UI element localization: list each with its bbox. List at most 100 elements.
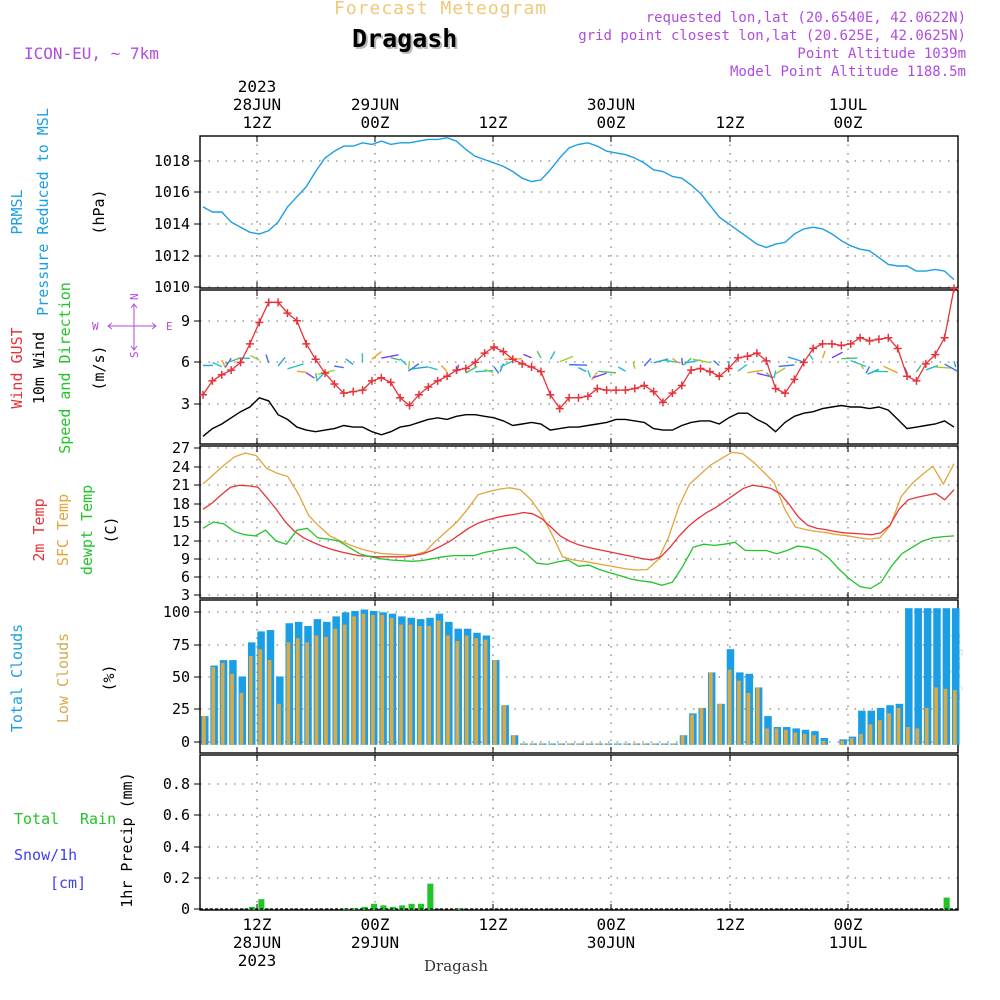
- gust-marker: [199, 390, 207, 399]
- y-tick-label: 100: [163, 603, 190, 621]
- y-tick-label: 1012: [154, 247, 190, 265]
- gust-marker: [818, 339, 827, 348]
- gust-marker: [658, 398, 667, 407]
- low-cloud-bar: [202, 716, 206, 745]
- gust-marker: [499, 347, 508, 356]
- compass-w: W: [92, 320, 99, 333]
- gust-marker: [856, 333, 865, 342]
- wind-arrow: [578, 367, 587, 373]
- gust-marker: [921, 359, 930, 368]
- compass-n: N: [128, 293, 141, 300]
- time-label-hour: 00Z: [597, 915, 626, 934]
- app-title: Forecast Meteogram: [334, 0, 548, 19]
- wind-arrow: [773, 370, 777, 378]
- time-label-hour: 00Z: [361, 113, 390, 132]
- gust-marker: [912, 376, 921, 385]
- gust-marker: [940, 333, 949, 342]
- low-cloud-bar: [661, 743, 666, 745]
- wind-arrow: [692, 358, 711, 364]
- low-cloud-bar: [821, 740, 826, 745]
- gust-marker: [799, 358, 808, 367]
- gust-marker: [903, 372, 912, 381]
- wind-arrow: [484, 368, 494, 374]
- low-cloud-bar: [718, 703, 723, 745]
- gust-marker: [696, 364, 705, 373]
- gust-marker: [827, 339, 836, 348]
- time-label-date: 29JUN: [351, 95, 399, 114]
- gust-marker: [349, 387, 358, 396]
- low-cloud-bar: [643, 743, 647, 745]
- wind-arrow: [265, 354, 270, 364]
- grid-point-coords: grid point closest lon,lat (20.625E, 42.…: [578, 28, 966, 44]
- gust-marker: [386, 378, 395, 387]
- pressure-unit-label: (hPa): [90, 189, 108, 234]
- low-cloud-bar: [239, 692, 244, 745]
- wind-arrow: [953, 361, 957, 368]
- y-tick-label: 0.4: [163, 838, 190, 856]
- low-cloud-bar: [474, 638, 478, 745]
- low-cloud-bar: [446, 635, 450, 745]
- wind-arrow: [778, 364, 795, 368]
- low-cloud-bar: [586, 743, 591, 745]
- gust-marker: [546, 390, 555, 399]
- y-tick-label: 27: [172, 439, 190, 457]
- time-label-date: 29JUN: [351, 933, 399, 952]
- gust-marker: [367, 376, 376, 385]
- total-cloud-bar: [858, 710, 866, 745]
- precip-unit-label: 1hr Precip (mm): [118, 772, 136, 907]
- wind-arrow: [737, 363, 748, 372]
- wind-arrow: [523, 353, 532, 359]
- y-tick-label: 0.6: [163, 806, 190, 824]
- pressure-label: Pressure Reduced to MSL: [34, 108, 52, 316]
- gust-marker: [583, 392, 592, 401]
- wind-arrow: [250, 354, 260, 361]
- snow-label: Snow/1h: [14, 846, 77, 864]
- low-cloud-bar: [408, 624, 413, 745]
- wind-arrow: [559, 355, 574, 363]
- low-cloud-bar: [812, 735, 816, 745]
- low-cloud-bar: [483, 639, 488, 745]
- low-cloud-bar: [746, 692, 751, 745]
- gust-marker: [612, 386, 621, 395]
- low-cloud-bar: [427, 625, 432, 745]
- time-label-hour: 00Z: [834, 915, 863, 934]
- total-cloud-bar: [942, 608, 951, 745]
- panel-wind: 3 6 9: [181, 289, 959, 445]
- gust-marker: [621, 386, 630, 395]
- panel-frame: [199, 754, 959, 911]
- wind-arrow: [549, 351, 556, 360]
- y-tick-label: 0: [181, 900, 190, 918]
- low-cloud-bar: [906, 727, 910, 745]
- time-label-hour: 00Z: [597, 113, 626, 132]
- y-tick-label: 3: [181, 395, 190, 413]
- time-label-hour: 12Z: [479, 915, 508, 934]
- gust-marker: [950, 284, 958, 293]
- low-cloud-bar: [211, 666, 216, 745]
- wind-arrow: [225, 357, 241, 365]
- time-label-hour: 12Z: [243, 915, 272, 934]
- low-cloud-bar: [370, 615, 375, 745]
- gust-marker: [752, 349, 761, 358]
- gust-marker: [734, 353, 743, 362]
- gust-marker: [743, 352, 752, 361]
- low-cloud-bar: [352, 616, 356, 745]
- pressure-line: [202, 136, 955, 281]
- low-cloud-bar: [624, 743, 629, 745]
- wind-arrow: [681, 357, 684, 366]
- wind-gust-markers: [199, 284, 958, 413]
- wind-speed-line: [202, 397, 955, 437]
- wind-arrow: [935, 366, 952, 369]
- low-cloud-bar: [596, 743, 601, 745]
- low-cloud-bar: [380, 615, 385, 745]
- compass-s: S: [128, 351, 141, 358]
- cloud-bars: [201, 608, 960, 745]
- gust-marker: [630, 384, 639, 393]
- dewpt-temp-line: [202, 521, 955, 590]
- low-cloud-bar: [267, 660, 272, 745]
- gust-marker: [490, 342, 499, 351]
- gust-marker: [668, 389, 677, 398]
- temp-2m-label: 2m Temp: [30, 498, 48, 561]
- low-cloud-bar: [924, 707, 929, 745]
- time-label-hour: 12Z: [716, 113, 745, 132]
